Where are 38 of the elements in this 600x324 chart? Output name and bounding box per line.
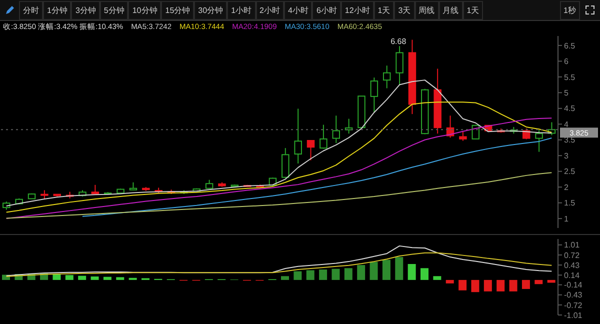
y-tick-label: 6.5 — [564, 41, 576, 50]
text: 3天 — [394, 0, 415, 20]
y-tick-label: 1 — [564, 214, 569, 224]
y-tick-label: 2.5 — [564, 167, 576, 176]
text: 1天 — [374, 0, 394, 20]
text: 月线 — [438, 0, 463, 20]
text: 2小时 — [256, 0, 284, 20]
annotation: 6.68 — [390, 36, 407, 46]
y-tick-label: -0.72 — [564, 300, 583, 310]
text: 分时 — [19, 0, 43, 20]
y-tick-label: 5 — [564, 88, 569, 98]
y-tick-label: 0.43 — [564, 260, 580, 270]
text: 5分钟 — [100, 0, 128, 20]
text: 15分钟 — [161, 0, 194, 20]
text: 12小时 — [340, 0, 374, 20]
text: 1天 — [462, 0, 484, 20]
y-tick-label: -0.43 — [564, 290, 583, 300]
y-tick-label: -0.14 — [564, 280, 583, 290]
text: 10分钟 — [128, 0, 162, 20]
text: 3分钟 — [71, 0, 100, 20]
y-tick-label: 5.5 — [564, 72, 576, 82]
y-tick-label: -1.01 — [564, 310, 583, 320]
y-tick-label: 6 — [564, 57, 569, 66]
text: 6小时 — [312, 0, 341, 20]
y-tick-label: 0.72 — [564, 250, 580, 260]
y-tick-label: 1.01 — [564, 240, 580, 250]
y-tick-label: 1.5 — [564, 198, 576, 208]
y-tick-label: 4 — [564, 120, 569, 129]
text: 30分钟 — [194, 0, 228, 20]
text: 周线 — [414, 0, 439, 20]
y-tick-label: 0.14 — [564, 270, 580, 280]
text: 1秒 — [560, 0, 580, 20]
text: 4小时 — [284, 0, 312, 20]
text: 1分钟 — [43, 0, 72, 20]
text: 1小时 — [227, 0, 256, 20]
y-tick-label: 3 — [564, 151, 569, 160]
y-tick-label: 2 — [564, 182, 569, 192]
y-tick-label: 4.5 — [564, 104, 576, 114]
